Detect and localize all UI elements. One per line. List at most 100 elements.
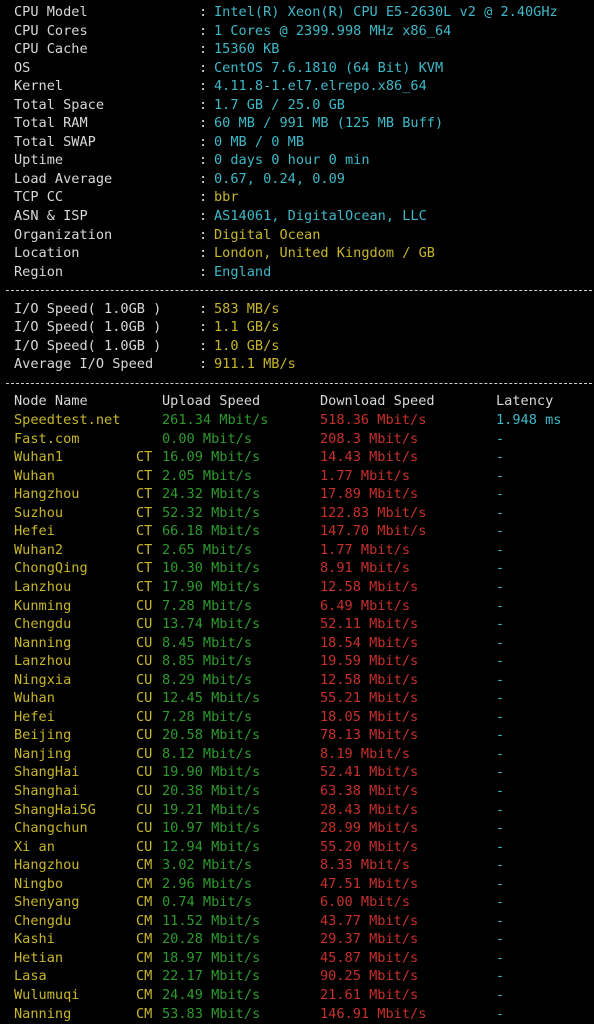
download-speed: 28.43 Mbit/s [320, 801, 419, 818]
download-speed: 12.58 Mbit/s [320, 578, 419, 595]
node-name: Wuhan1 [14, 449, 64, 466]
download-speed: 1.77 Mbit/s [320, 467, 411, 484]
table-row: Hangzhou CT 24.32 Mbit/s 17.89 Mbit/s - [0, 485, 594, 504]
upload-speed: 261.34 Mbit/s [162, 412, 269, 429]
node-name: Hetian [14, 949, 64, 966]
latency: - [496, 875, 505, 892]
upload-speed: 8.12 Mbit/s [162, 745, 253, 762]
latency: - [496, 616, 505, 633]
isp-code: CM [136, 894, 153, 911]
sysinfo-value: London, United Kingdom / GB [214, 245, 435, 262]
io-value: 1.1 GB/s [214, 319, 280, 336]
download-speed: 147.70 Mbit/s [320, 523, 427, 540]
sysinfo-key: Organization [14, 226, 113, 243]
download-speed: 28.99 Mbit/s [320, 820, 419, 837]
header-download-speed: Download Speed [320, 393, 435, 410]
sysinfo-row: Total SWAP:0 MB / 0 MB [0, 133, 594, 152]
isp-code: CM [136, 949, 153, 966]
io-key: Average I/O Speed [14, 356, 154, 373]
sysinfo-value: 0.67, 0.24, 0.09 [214, 170, 345, 187]
upload-speed: 22.17 Mbit/s [162, 968, 261, 985]
table-row: Wuhan CU 12.45 Mbit/s 55.21 Mbit/s - [0, 689, 594, 708]
node-name: Hangzhou [14, 857, 80, 874]
isp-code: CT [136, 467, 153, 484]
node-name: Chengdu [14, 912, 72, 929]
table-row: ShangHai CU 19.90 Mbit/s 52.41 Mbit/s - [0, 763, 594, 782]
io-value: 911.1 MB/s [214, 356, 296, 373]
download-speed: 122.83 Mbit/s [320, 504, 427, 521]
node-name: Lanzhou [14, 653, 72, 670]
table-row: Shanghai CU 20.38 Mbit/s 63.38 Mbit/s - [0, 782, 594, 801]
latency: - [496, 690, 505, 707]
sysinfo-key: Total RAM [14, 115, 88, 132]
upload-speed: 2.65 Mbit/s [162, 541, 253, 558]
upload-speed: 0.00 Mbit/s [162, 430, 253, 447]
node-name: Ningbo [14, 875, 64, 892]
upload-speed: 20.28 Mbit/s [162, 931, 261, 948]
isp-code: CT [136, 504, 153, 521]
sysinfo-row: Uptime:0 days 0 hour 0 min [0, 151, 594, 170]
table-row: Kashi CM 20.28 Mbit/s 29.37 Mbit/s - [0, 930, 594, 949]
upload-speed: 3.02 Mbit/s [162, 857, 253, 874]
latency: - [496, 467, 505, 484]
table-row: Wuhan CT 2.05 Mbit/s 1.77 Mbit/s - [0, 467, 594, 486]
upload-speed: 8.29 Mbit/s [162, 671, 253, 688]
node-name: Chengdu [14, 616, 72, 633]
isp-code: CU [136, 727, 153, 744]
sysinfo-value: 60 MB / 991 MB (125 MB Buff) [214, 115, 444, 132]
upload-speed: 20.58 Mbit/s [162, 727, 261, 744]
node-name: Wulumuqi [14, 986, 80, 1003]
latency: - [496, 653, 505, 670]
separator: : [199, 245, 208, 262]
upload-speed: 20.38 Mbit/s [162, 782, 261, 799]
isp-code: CU [136, 820, 153, 837]
divider [0, 374, 594, 393]
separator: : [199, 300, 208, 317]
upload-speed: 8.85 Mbit/s [162, 653, 253, 670]
isp-code: CM [136, 857, 153, 874]
sysinfo-value: 4.11.8-1.el7.elrepo.x86_64 [214, 78, 427, 95]
latency: - [496, 634, 505, 651]
latency: - [496, 986, 505, 1003]
isp-code: CU [136, 801, 153, 818]
header-latency: Latency [496, 393, 554, 410]
latency: - [496, 838, 505, 855]
download-speed: 6.49 Mbit/s [320, 597, 411, 614]
isp-code: CT [136, 560, 153, 577]
node-name: Shenyang [14, 894, 80, 911]
table-row: Lanzhou CT 17.90 Mbit/s 12.58 Mbit/s - [0, 578, 594, 597]
latency: - [496, 708, 505, 725]
upload-speed: 12.45 Mbit/s [162, 690, 261, 707]
node-name: Nanning [14, 634, 72, 651]
download-speed: 518.36 Mbit/s [320, 412, 427, 429]
isp-code: CM [136, 912, 153, 929]
isp-code: CU [136, 745, 153, 762]
sysinfo-row: Kernel:4.11.8-1.el7.elrepo.x86_64 [0, 77, 594, 96]
latency: - [496, 449, 505, 466]
isp-code: CU [136, 764, 153, 781]
speed-table-header: Node Name Upload Speed Download Speed La… [0, 392, 594, 411]
table-row: Speedtest.net 261.34 Mbit/s 518.36 Mbit/s 1… [0, 411, 594, 430]
sysinfo-value: 1.7 GB / 25.0 GB [214, 96, 345, 113]
sysinfo-row: CPU Cache:15360 KB [0, 40, 594, 59]
sysinfo-row: OS: CentOS 7.6.1810 (64 Bit) KVM [0, 59, 594, 78]
sysinfo-value: 0 MB / 0 MB [214, 133, 305, 150]
node-name: Shanghai [14, 782, 80, 799]
sysinfo-row: TCP CC: bbr [0, 188, 594, 207]
latency: 1.948 ms [496, 412, 562, 429]
table-row: Lanzhou CU 8.85 Mbit/s 19.59 Mbit/s - [0, 652, 594, 671]
isp-code: CU [136, 653, 153, 670]
upload-speed: 24.32 Mbit/s [162, 486, 261, 503]
table-row: Nanjing CU 8.12 Mbit/s 8.19 Mbit/s - [0, 745, 594, 764]
latency: - [496, 764, 505, 781]
table-row: ShangHai5G CU 19.21 Mbit/s 28.43 Mbit/s - [0, 801, 594, 820]
isp-code: CM [136, 968, 153, 985]
table-row: Changchun CU 10.97 Mbit/s 28.99 Mbit/s - [0, 819, 594, 838]
upload-speed: 10.30 Mbit/s [162, 560, 261, 577]
header-node-name: Node Name [14, 393, 88, 410]
sysinfo-value: CentOS 7.6.1810 (64 Bit) KVM [214, 59, 444, 76]
table-row: Chengdu CU 13.74 Mbit/s 52.11 Mbit/s - [0, 615, 594, 634]
node-name: Beijing [14, 727, 72, 744]
table-row: ChongQing CT 10.30 Mbit/s 8.91 Mbit/s - [0, 559, 594, 578]
